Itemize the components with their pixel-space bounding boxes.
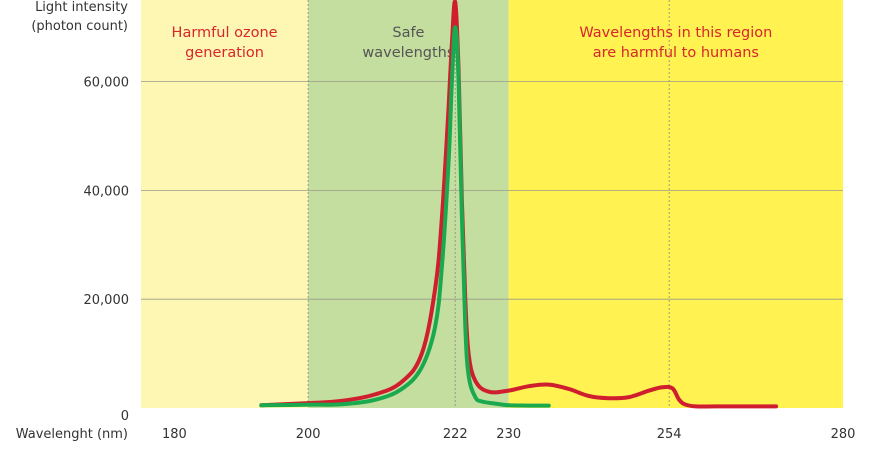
x-tick-label: 254 xyxy=(657,427,682,442)
axes: Light intensity (photon count) Wavelengh… xyxy=(16,0,856,442)
y-axis-title-line1: Light intensity xyxy=(35,0,128,15)
region-backgrounds xyxy=(141,0,843,408)
region-band-1 xyxy=(141,0,309,408)
region-band-2 xyxy=(308,0,509,408)
x-axis-title: Wavelenght (nm) xyxy=(16,427,128,442)
series-line-2 xyxy=(259,25,551,408)
region-label-1-line-1: Harmful ozone xyxy=(172,25,278,41)
region-label-3-line-1: Wavelengths in this region xyxy=(579,25,772,41)
region-label-1-line-2: generation xyxy=(185,45,264,61)
y-tick-label: 60,000 xyxy=(84,76,130,91)
series xyxy=(259,0,779,409)
x-tick-label: 230 xyxy=(496,427,521,442)
x-tick-label: 200 xyxy=(296,427,321,442)
series-line-1 xyxy=(259,0,779,409)
y-axis-title-line2: (photon count) xyxy=(31,19,128,34)
y-tick-label: 40,000 xyxy=(84,184,130,199)
region-label-3-line-2: are harmful to humans xyxy=(593,45,759,61)
grid xyxy=(141,0,843,408)
x-tick-label: 180 xyxy=(162,427,187,442)
y-tick-label: 0 xyxy=(121,409,129,424)
x-tick-label: 280 xyxy=(831,427,856,442)
region-label-2-line-2: wavelengths xyxy=(362,45,454,61)
region-label-2-line-1: Safe xyxy=(392,25,424,41)
region-band-3 xyxy=(508,0,843,408)
y-tick-label: 20,000 xyxy=(84,293,130,308)
x-tick-label: 222 xyxy=(443,427,468,442)
region-labels: Harmful ozone generation Safe wavelengths Wa… xyxy=(172,25,773,61)
